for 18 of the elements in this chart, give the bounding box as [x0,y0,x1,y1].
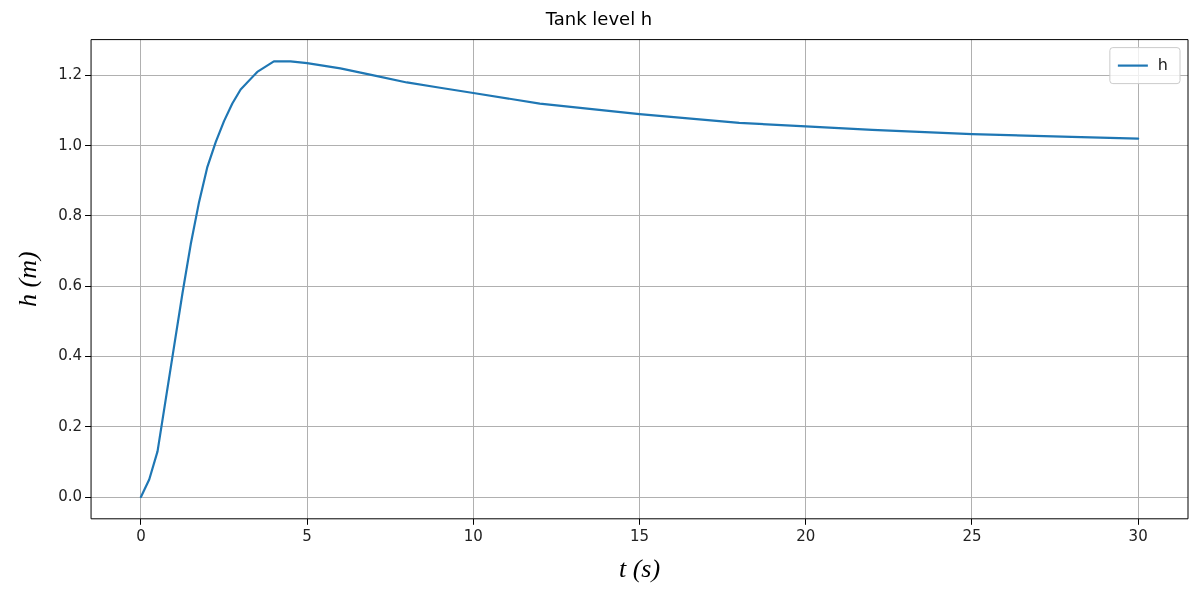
y-tick-label: 1.0 [58,135,83,154]
x-tick-label: 15 [629,526,650,545]
y-tick-label: 0.6 [58,276,83,295]
x-tick-label: 25 [962,526,982,545]
x-tick-label: 20 [796,526,816,545]
x-tick-label: 5 [302,526,312,545]
legend-label: h [1157,54,1168,74]
y-tick-label: 0.8 [58,205,83,224]
y-tick-label: 0.0 [58,486,83,505]
y-axis-title: h (m) [13,251,43,307]
y-tick-label: 0.4 [58,346,83,365]
y-tick-label: 0.2 [58,416,83,435]
x-tick-label: 0 [136,526,146,545]
x-tick-label: 30 [1128,526,1148,545]
y-tick-label: 1.2 [58,65,83,84]
chart-title: Tank level h [544,8,653,30]
x-tick-label: 10 [463,526,483,545]
x-axis-title: t (s) [618,554,661,584]
